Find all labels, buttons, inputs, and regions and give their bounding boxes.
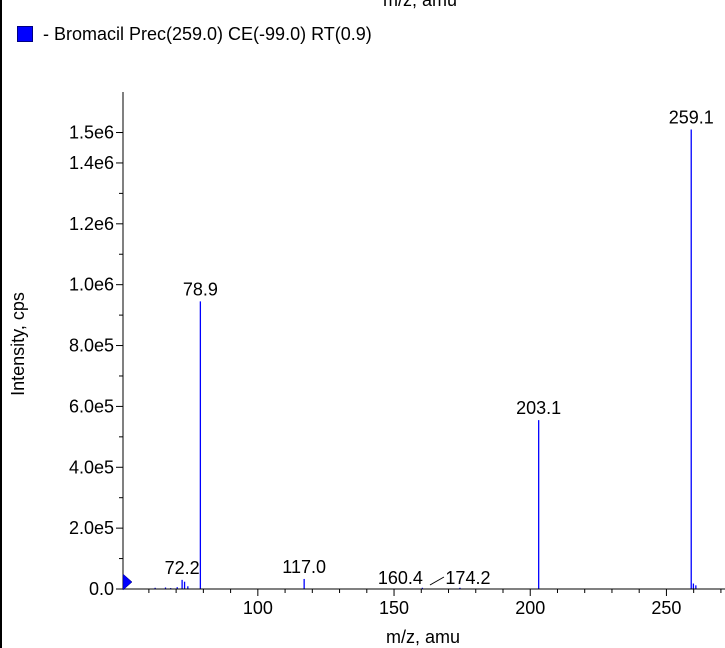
- x-tick-label: 250: [651, 598, 681, 618]
- peak-label: 259.1: [669, 107, 714, 127]
- y-tick-label: 6.0e5: [69, 396, 114, 416]
- y-tick-label: 8.0e5: [69, 336, 114, 356]
- origin-marker[interactable]: [122, 573, 133, 591]
- x-tick-label: 100: [243, 598, 273, 618]
- peak-label: 72.2: [165, 558, 200, 578]
- legend-label: - Bromacil Prec(259.0) CE(-99.0) RT(0.9): [43, 23, 372, 44]
- clipped-axis-label: m/z, amu: [383, 0, 458, 10]
- peak-label: 174.2: [445, 568, 490, 588]
- x-tick-label: 200: [515, 598, 545, 618]
- x-axis-label: m/z, amu: [386, 627, 460, 647]
- peak-label: 160.4: [378, 568, 423, 588]
- y-tick-label: 0.0: [89, 579, 114, 599]
- x-tick-label: 150: [379, 598, 409, 618]
- peak-label: 117.0: [282, 557, 326, 577]
- y-tick-label: 1.2e6: [69, 214, 114, 234]
- y-tick-label: 1.4e6: [69, 153, 114, 173]
- y-tick-label: 1.0e6: [69, 275, 114, 295]
- peak-label-leader: [429, 576, 445, 586]
- y-tick-label: 2.0e5: [69, 518, 114, 538]
- y-tick-label: 1.5e6: [69, 123, 114, 143]
- legend: - Bromacil Prec(259.0) CE(-99.0) RT(0.9): [17, 22, 372, 46]
- legend-swatch: [17, 26, 33, 42]
- y-axis-label: Intensity, cps: [8, 292, 28, 396]
- peak-label: 203.1: [516, 398, 561, 418]
- peak-label: 78.9: [183, 279, 218, 299]
- left-border: [0, 0, 2, 648]
- y-tick-label: 4.0e5: [69, 457, 114, 477]
